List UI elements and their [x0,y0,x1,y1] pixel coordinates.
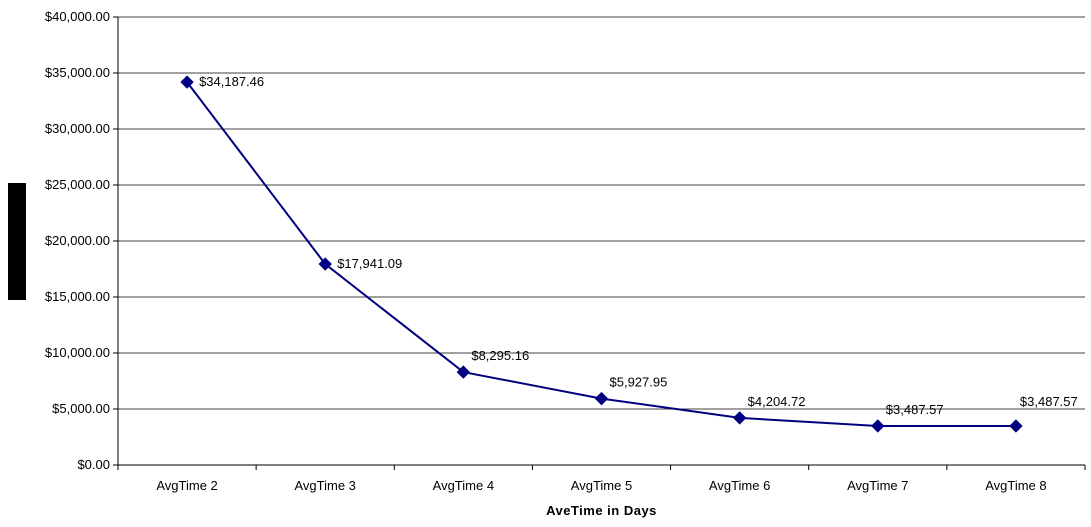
x-tick-label: AvgTime 4 [433,478,494,493]
y-tick-label: $35,000.00 [45,65,110,80]
y-tick-label: $30,000.00 [45,121,110,136]
y-tick-label: $5,000.00 [52,401,110,416]
data-label: $4,204.72 [748,394,806,409]
x-tick-label: AvgTime 6 [709,478,770,493]
x-tick-label: AvgTime 2 [156,478,217,493]
y-tick-labels: $0.00 $5,000.00 $10,000.00 $15,000.00 $20,00… [45,9,110,472]
data-point-marker [1009,419,1023,433]
y-tick-label: $15,000.00 [45,289,110,304]
x-axis-title: AveTime in Days [546,503,657,518]
data-point-marker [180,75,194,89]
x-tick-label: AvgTime 7 [847,478,908,493]
data-point-marker [456,365,471,379]
data-label: $17,941.09 [337,256,402,271]
data-label: $5,927.95 [610,375,668,390]
data-label: $8,295.16 [471,348,529,363]
series-group [180,75,1023,433]
data-label: $3,487.57 [1020,394,1078,409]
series-line [186,81,1016,427]
y-tick-label: $25,000.00 [45,177,110,192]
x-tick-label: AvgTime 3 [295,478,356,493]
data-point-marker [871,419,885,433]
axes [113,16,1086,470]
data-label: $34,187.46 [199,74,264,89]
data-label: $3,487.57 [886,402,944,417]
x-tick-label: AvgTime 5 [571,478,632,493]
gridlines [118,16,1085,410]
x-tick-label: AvgTime 8 [985,478,1046,493]
y-tick-label: $10,000.00 [45,345,110,360]
data-point-marker [594,391,609,406]
data-point-marker [318,257,332,271]
y-tick-label: $20,000.00 [45,233,110,248]
y-tick-label: $40,000.00 [45,9,110,24]
y-tick-label: $0.00 [77,457,110,472]
redacted-ylabel-block [8,183,26,300]
x-tick-labels: AvgTime 2 AvgTime 3 AvgTime 4 AvgTime 5 AvgT… [156,478,1046,493]
data-point-marker [732,411,747,425]
data-labels: $34,187.46 $17,941.09 $8,295.16 $5,927.95 $4… [199,74,1078,417]
